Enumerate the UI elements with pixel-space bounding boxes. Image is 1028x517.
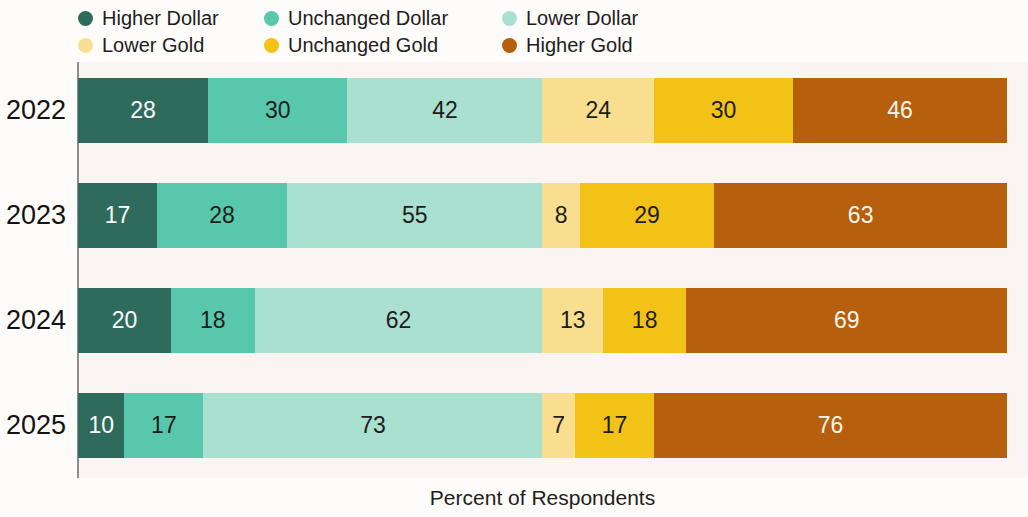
bar-segment-higher-gold: 63 [714, 183, 1007, 248]
chart-row-2025: 202510177371776 [0, 393, 1028, 458]
legend-item-unchanged-gold: Unchanged Gold [264, 34, 502, 57]
legend-label: Lower Dollar [526, 7, 638, 30]
legend-dot-icon [264, 38, 279, 53]
bar-segment-lower-dollar: 42 [347, 78, 542, 143]
legend-dot-icon [502, 11, 517, 26]
year-label: 2022 [0, 95, 78, 126]
bar-segment-unchanged-dollar: 30 [208, 78, 347, 143]
legend-item-higher-gold: Higher Gold [502, 34, 638, 57]
bar-segment-lower-gold: 8 [542, 183, 579, 248]
legend-item-lower-dollar: Lower Dollar [502, 7, 638, 30]
bar-segment-lower-dollar: 62 [255, 288, 543, 353]
stacked-bar: 201862131869 [78, 288, 1007, 353]
bar-segment-higher-dollar: 20 [78, 288, 171, 353]
bar-segment-unchanged-gold: 18 [603, 288, 687, 353]
legend-dot-icon [78, 11, 93, 26]
legend-item-unchanged-dollar: Unchanged Dollar [264, 7, 502, 30]
bar-segment-higher-dollar: 17 [78, 183, 157, 248]
stacked-bar: 283042243046 [78, 78, 1007, 143]
year-label: 2023 [0, 200, 78, 231]
bar-segment-higher-gold: 46 [793, 78, 1007, 143]
legend-label: Unchanged Gold [288, 34, 438, 57]
bar-segment-higher-dollar: 10 [78, 393, 124, 458]
year-label: 2025 [0, 410, 78, 441]
legend-label: Higher Dollar [102, 7, 219, 30]
chart-row-2024: 2024201862131869 [0, 288, 1028, 353]
legend-item-higher-dollar: Higher Dollar [78, 7, 264, 30]
chart-legend: Higher Dollar Unchanged Dollar Lower Dolla… [78, 5, 638, 59]
x-axis-label: Percent of Respondents [78, 486, 1007, 510]
bar-segment-lower-gold: 24 [542, 78, 653, 143]
year-label: 2024 [0, 305, 78, 336]
chart-rows: 2022283042243046202317285582963202420186… [0, 78, 1028, 458]
bar-segment-higher-dollar: 28 [78, 78, 208, 143]
chart-area: 2022283042243046202317285582963202420186… [0, 62, 1028, 478]
legend-label: Higher Gold [526, 34, 633, 57]
bar-segment-unchanged-dollar: 28 [157, 183, 287, 248]
legend-item-lower-gold: Lower Gold [78, 34, 264, 57]
bar-segment-unchanged-dollar: 17 [124, 393, 203, 458]
bar-segment-lower-gold: 13 [542, 288, 602, 353]
chart-row-2022: 2022283042243046 [0, 78, 1028, 143]
legend-dot-icon [502, 38, 517, 53]
stacked-bar: 17285582963 [78, 183, 1007, 248]
legend-dot-icon [264, 11, 279, 26]
legend-label: Unchanged Dollar [288, 7, 448, 30]
chart-row-2023: 202317285582963 [0, 183, 1028, 248]
bar-segment-unchanged-gold: 17 [575, 393, 654, 458]
bar-segment-higher-gold: 76 [654, 393, 1007, 458]
legend-dot-icon [78, 38, 93, 53]
bar-segment-unchanged-gold: 30 [654, 78, 793, 143]
bar-segment-higher-gold: 69 [686, 288, 1007, 353]
legend-label: Lower Gold [102, 34, 204, 57]
stacked-bar-chart-page: Higher Dollar Unchanged Dollar Lower Dolla… [0, 0, 1028, 517]
bar-segment-lower-dollar: 55 [287, 183, 542, 248]
stacked-bar: 10177371776 [78, 393, 1007, 458]
bar-segment-unchanged-gold: 29 [580, 183, 715, 248]
bar-segment-unchanged-dollar: 18 [171, 288, 255, 353]
bar-segment-lower-gold: 7 [542, 393, 575, 458]
bar-segment-lower-dollar: 73 [203, 393, 542, 458]
